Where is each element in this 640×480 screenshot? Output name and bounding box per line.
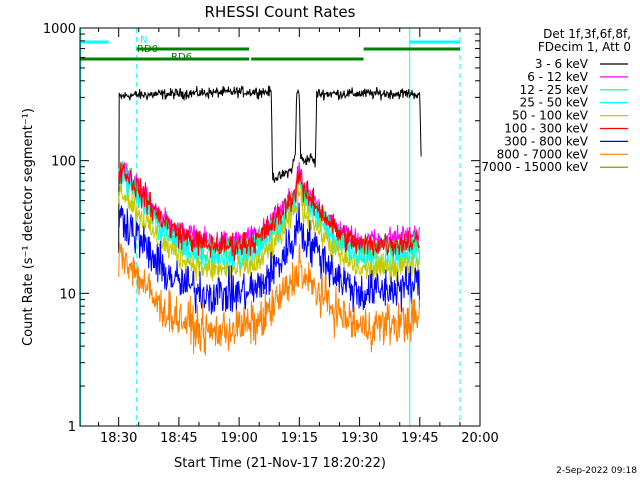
plot-frame [79, 27, 481, 427]
legend-label: 3 - 6 keV [535, 57, 589, 71]
series-lines [118, 85, 422, 356]
x-tick-label: 18:30 [100, 431, 137, 446]
y-tick-label: 100 [51, 155, 76, 170]
flag-label-rd0: RD0 [137, 44, 158, 55]
legend-label: 25 - 50 keV [520, 96, 589, 110]
series-line-6 [118, 202, 420, 315]
flag-label-rd6: RD6 [171, 52, 192, 63]
y-axis-label: Count Rate (s⁻¹ detector segment⁻¹) [21, 108, 36, 346]
legend-label: 50 - 100 keV [512, 109, 589, 123]
x-tick-label: 19:45 [401, 431, 438, 446]
legend-header-line-1: Det 1f,3f,6f,8f, [543, 27, 631, 41]
legend-label: 7000 - 15000 keV [481, 160, 588, 174]
legend-label: 12 - 25 keV [520, 83, 589, 97]
legend-header-line-2: FDecim 1, Att 0 [538, 40, 631, 54]
series-line-4 [118, 182, 420, 283]
chart-title: RHESSI Count Rates [205, 3, 356, 21]
legend-label: 6 - 12 keV [527, 70, 589, 84]
y-tick-label: 1 [68, 420, 76, 435]
flag-label-n: N [140, 35, 147, 46]
x-tick-label: 20:00 [461, 431, 498, 446]
y-tick-label: 1000 [43, 22, 76, 37]
legend-label: 300 - 800 keV [504, 134, 588, 148]
axes: 18:30 18:45 19:00 19:15 19:30 19:45 20:00 1 10 10… [43, 22, 499, 446]
x-tick-label: 18:45 [160, 431, 197, 446]
x-tick-label: 19:15 [281, 431, 318, 446]
x-tick-label: 19:00 [220, 431, 257, 446]
x-axis-label: Start Time (21-Nov-17 18:20:22) [174, 456, 386, 471]
legend-label: 800 - 7000 keV [497, 147, 589, 161]
y-tick-label: 10 [59, 287, 76, 302]
legend-label: 100 - 300 keV [504, 122, 588, 136]
series-line-2 [118, 161, 420, 268]
series-line-5 [118, 162, 420, 262]
timestamp: 2-Sep-2022 09:18 [556, 466, 637, 476]
series-line-7 [118, 242, 420, 356]
x-tick-label: 19:30 [341, 431, 378, 446]
series-line-0 [118, 85, 422, 253]
